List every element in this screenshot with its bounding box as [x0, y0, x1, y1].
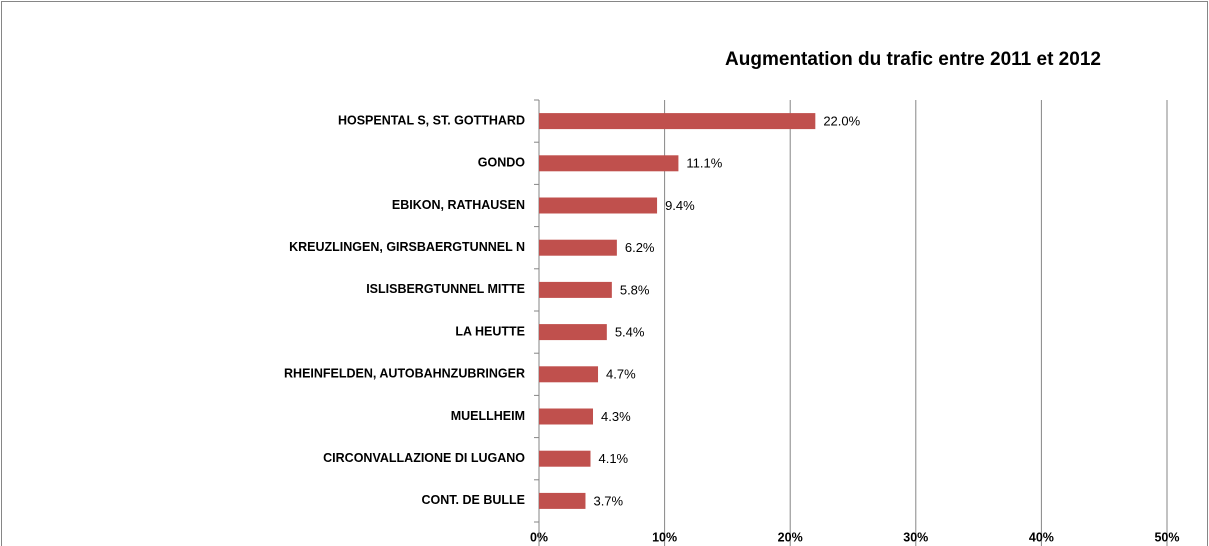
x-tick-label: 10% [652, 530, 677, 544]
bar [539, 155, 679, 172]
value-label: 4.3% [601, 409, 631, 424]
y-tick-label: MUELLHEIM [451, 409, 525, 423]
value-label: 3.7% [593, 493, 623, 508]
value-label: 9.4% [665, 198, 695, 213]
y-tick-label: CIRCONVALLAZIONE DI LUGANO [323, 451, 525, 465]
bar [539, 239, 617, 256]
x-tick-label: 50% [1154, 530, 1179, 544]
bar [539, 197, 658, 214]
value-label: 4.1% [598, 451, 628, 466]
bar [539, 366, 599, 383]
value-label: 5.8% [620, 282, 650, 297]
bar [539, 492, 586, 509]
bar [539, 450, 591, 467]
chart-title: Augmentation du trafic entre 2011 et 201… [725, 49, 1101, 70]
value-label: 22.0% [823, 114, 860, 129]
bar [539, 113, 816, 130]
value-label: 6.2% [625, 240, 655, 255]
x-tick-label: 30% [903, 530, 928, 544]
y-tick-label: EBIKON, RATHAUSEN [392, 198, 525, 212]
value-label: 11.1% [686, 156, 722, 171]
y-tick-label: HOSPENTAL S, ST. GOTTHARD [338, 113, 525, 127]
y-tick-label: ISLISBERGTUNNEL MITTE [366, 282, 525, 296]
y-tick-label: RHEINFELDEN, AUTOBAHNZUBRINGER [284, 367, 525, 381]
value-label: 5.4% [615, 325, 645, 340]
y-tick-label: LA HEUTTE [455, 324, 525, 338]
x-tick-label: 40% [1029, 530, 1054, 544]
y-tick-label: GONDO [478, 156, 526, 170]
bar [539, 281, 612, 298]
y-tick-label: CONT. DE BULLE [422, 493, 525, 507]
bar [539, 408, 594, 425]
y-tick-label: KREUZLINGEN, GIRSBAERGTUNNEL N [289, 240, 525, 254]
bar [539, 324, 607, 341]
x-tick-label: 20% [778, 530, 803, 544]
value-label: 4.7% [606, 367, 636, 382]
